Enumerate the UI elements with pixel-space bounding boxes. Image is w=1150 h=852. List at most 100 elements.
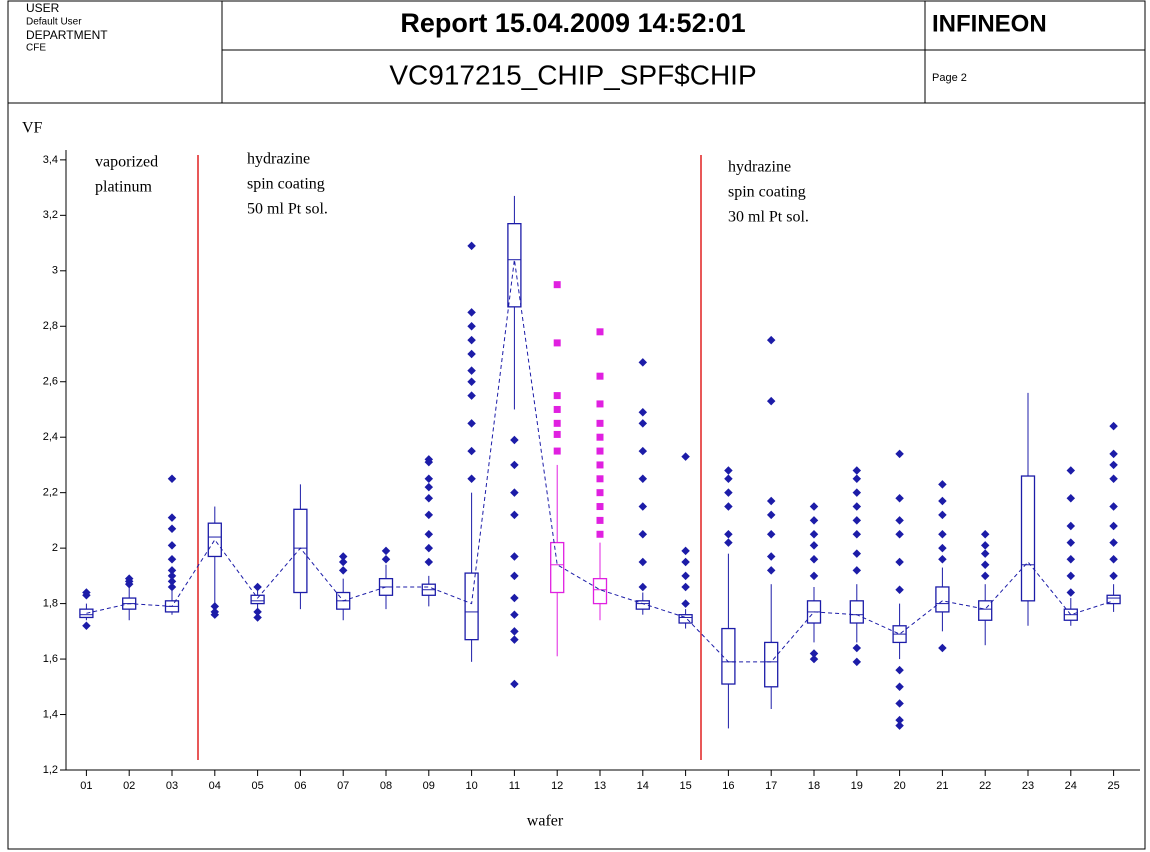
y-tick-label: 1,6 [43,653,58,665]
outlier [852,549,862,558]
annotation: 50 ml Pt sol. [247,201,328,218]
outlier [553,392,561,400]
box [250,594,265,605]
page-number: Page 2 [932,72,967,84]
x-tick-label: 23 [1022,780,1034,792]
outlier [852,530,862,539]
outlier [467,377,476,386]
x-tick-label: 08 [380,780,392,792]
x-tick-label: 20 [893,780,905,792]
outlier [938,510,947,520]
outlier [596,372,604,380]
outlier [510,460,519,470]
outlier [596,400,604,408]
y-tick-label: 2,6 [43,376,58,388]
outlier [638,474,648,484]
outlier [553,339,561,347]
outlier [553,430,561,438]
outlier [895,699,904,708]
outlier [210,602,220,611]
outlier [553,419,561,427]
x-tick-label: 14 [637,780,649,792]
box [635,600,650,610]
user: Default User [26,17,82,28]
outlier [467,349,476,359]
x-tick-label: 17 [765,780,777,792]
outlier [338,557,348,567]
outlier [167,566,177,575]
outlier [938,496,947,506]
outlier [510,552,519,561]
outlier [424,455,434,464]
x-tick-label: 05 [251,780,263,792]
outlier [596,461,604,469]
outlier [638,446,648,456]
outlier [809,541,819,550]
outlier [638,419,648,428]
y-tick-label: 2 [52,542,58,554]
y-tick-label: 1,4 [43,708,58,720]
outlier [1066,493,1076,503]
outlier [809,502,819,511]
annotations: vaporized platinum hydrazine spin coatin… [95,151,809,226]
box [1020,475,1036,602]
outlier [766,510,776,520]
x-tick-label: 12 [551,780,563,792]
outlier [338,566,348,575]
outlier [467,419,476,428]
x-axis-label: wafer [527,813,564,830]
outlier [724,488,733,497]
outlier [852,488,862,497]
annotation: spin coating [728,184,806,201]
company: INFINEON [932,10,1047,37]
box [678,614,693,624]
outlier [467,446,476,456]
annotation: vaporized [95,154,158,171]
outlier [681,599,690,608]
outlier [1109,554,1118,564]
outlier [381,554,391,564]
outlier [681,452,690,461]
department: CFE [26,43,46,54]
outlier [424,530,434,539]
outlier [895,715,904,725]
outlier [510,435,519,445]
outlier [510,571,519,581]
outlier [596,433,604,441]
outlier [724,530,733,539]
y-tick-label: 2,4 [43,431,58,443]
outlier [938,554,947,564]
outlier [596,419,604,427]
outlier [980,541,990,550]
x-tick-label: 13 [594,780,606,792]
outlier [167,474,177,484]
x-tick-label: 19 [851,780,863,792]
outlier [681,546,690,556]
outlier [596,447,604,455]
outlier [381,546,391,556]
outlier [167,524,177,533]
outlier [1109,421,1118,431]
outlier [638,582,648,592]
department-label: DEPARTMENT [26,28,108,42]
outlier [638,502,648,511]
outlier [766,530,776,539]
outlier [510,488,519,497]
outlier [980,571,990,581]
y-tick-label: 3,4 [43,154,58,166]
outlier [424,557,434,567]
outlier [167,554,177,564]
x-tick-label: 18 [808,780,820,792]
x-tick-label: 21 [936,780,948,792]
outlier [724,474,733,484]
outlier [938,643,947,653]
outlier [1066,554,1076,564]
outlier [424,543,434,553]
outlier [1109,502,1118,511]
outlier [938,480,947,489]
outlier [895,493,904,503]
outlier [766,396,776,406]
outlier [980,549,990,558]
outlier [510,593,519,603]
outlier [809,649,819,658]
